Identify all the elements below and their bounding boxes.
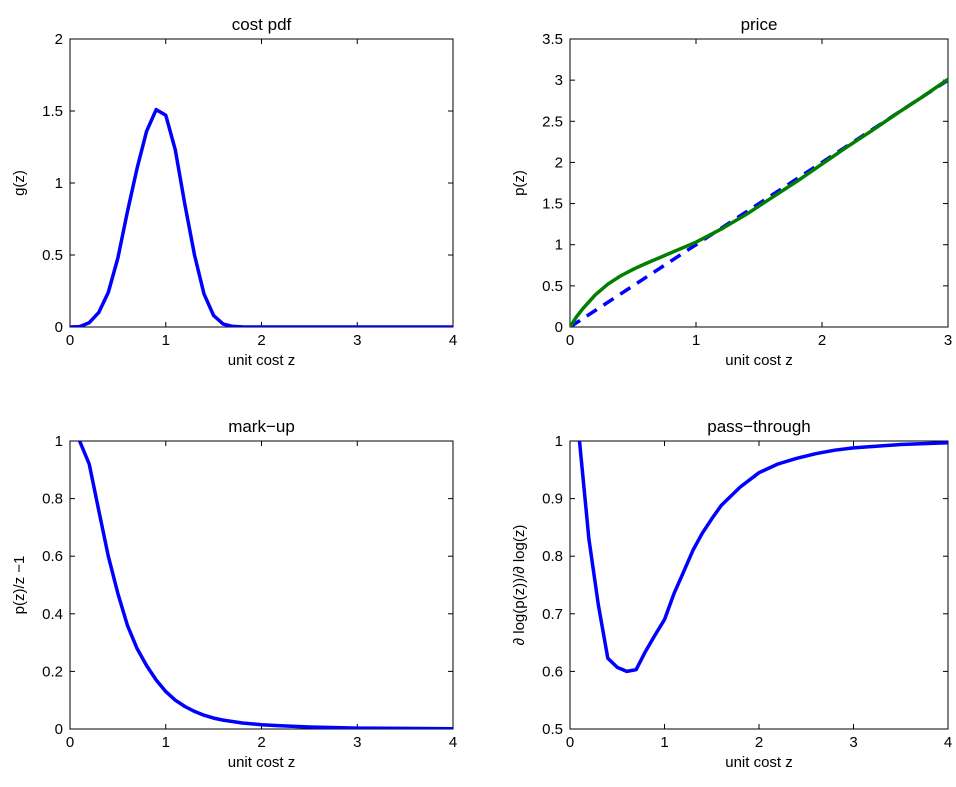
y-tick-label: 2.5 (542, 113, 563, 130)
x-axis-label: unit cost z (725, 352, 793, 369)
x-tick-label: 0 (566, 332, 574, 349)
panel-cost-pdf: 0 1 2 3 4 0 0.5 1 1.5 2 cost pdf unit cost z g(z) (11, 15, 457, 369)
y-tick-label: 1 (55, 433, 63, 450)
x-tick-label: 1 (692, 332, 700, 349)
panel-title: price (741, 15, 778, 34)
x-tick-label: 2 (257, 332, 265, 349)
x-tick-label: 2 (257, 734, 265, 751)
x-tick-label: 1 (162, 734, 170, 751)
panel-title: mark−up (228, 417, 295, 436)
x-tick-label: 0 (566, 734, 574, 751)
x-tick-label: 1 (660, 734, 668, 751)
x-tick-label: 3 (944, 332, 952, 349)
y-axis-label: g(z) (11, 170, 28, 196)
y-tick-label: 1 (55, 175, 63, 192)
y-tick-label: 0.4 (42, 606, 63, 623)
y-tick-label: 1.5 (42, 103, 63, 120)
y-tick-label: 0.5 (542, 721, 563, 738)
panel-price: 0 1 2 3 0 0.5 1 1.5 2 2.5 3 3.5 price unit cost z p(z) (511, 15, 952, 369)
plot-area (69, 440, 454, 730)
x-tick-label: 4 (944, 734, 952, 751)
x-tick-label: 4 (449, 734, 457, 751)
y-tick-label: 1 (555, 237, 563, 254)
y-tick-label: 1.5 (542, 196, 563, 213)
x-tick-label: 1 (162, 332, 170, 349)
series-line-solid-0 (577, 441, 948, 674)
y-tick-label: 0.5 (542, 278, 563, 295)
y-tick-label: 0 (555, 319, 563, 336)
y-tick-label: 0.2 (42, 663, 63, 680)
y-tick-label: 3 (555, 72, 563, 89)
panel-mark-up: 0 1 2 3 4 0 0.2 0.4 0.6 0.8 1 mark−up unit cost z p(z… (11, 417, 457, 771)
y-tick-label: 0.7 (542, 606, 563, 623)
series-line-solid-0 (70, 107, 453, 327)
panel-title: pass−through (707, 417, 811, 436)
y-tick-label: 0.5 (42, 247, 63, 264)
y-axis-label: p(z) (511, 170, 528, 196)
series-line-solid-0 (77, 441, 453, 729)
x-tick-label: 2 (818, 332, 826, 349)
y-tick-label: 0.9 (542, 491, 563, 508)
y-tick-label: 0.8 (42, 491, 63, 508)
x-tick-label: 3 (353, 734, 361, 751)
y-axis-label: ∂ log(p(z))/∂ log(z) (511, 525, 528, 646)
x-tick-label: 4 (449, 332, 457, 349)
x-tick-label: 3 (353, 332, 361, 349)
y-axis-label: p(z)/z −1 (11, 556, 28, 615)
x-axis-label: unit cost z (725, 754, 793, 771)
plot-area (69, 38, 454, 328)
x-axis-label: unit cost z (228, 754, 296, 771)
y-tick-label: 0.8 (542, 548, 563, 565)
x-axis-label: unit cost z (228, 352, 296, 369)
y-tick-label: 2 (55, 31, 63, 48)
x-tick-label: 0 (66, 332, 74, 349)
x-tick-label: 0 (66, 734, 74, 751)
y-tick-label: 1 (555, 433, 563, 450)
x-tick-label: 2 (755, 734, 763, 751)
series-line-dashed-0 (570, 78, 948, 327)
y-tick-label: 0.6 (542, 663, 563, 680)
series-line-solid-1 (570, 77, 948, 327)
panel-pass-through: 0 1 2 3 4 0.5 0.6 0.7 0.8 0.9 1 pass−through unit co… (511, 417, 952, 771)
y-tick-label: 0 (55, 319, 63, 336)
plot-area (569, 38, 949, 328)
y-tick-label: 0 (55, 721, 63, 738)
y-tick-label: 2 (555, 154, 563, 171)
plot-area (569, 440, 949, 730)
x-tick-label: 3 (849, 734, 857, 751)
y-tick-label: 3.5 (542, 31, 563, 48)
panel-title: cost pdf (232, 15, 292, 34)
y-tick-label: 0.6 (42, 548, 63, 565)
